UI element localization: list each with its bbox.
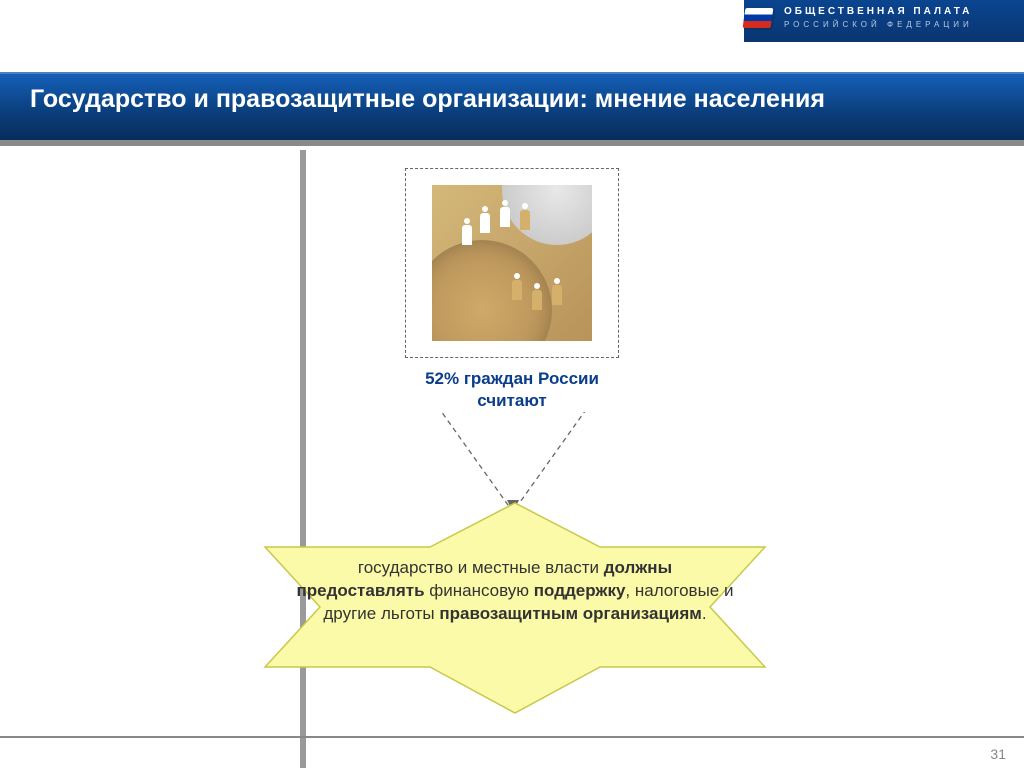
- stat-line1: 52% граждан России: [425, 369, 599, 388]
- branding-line2: РОССИЙСКОЙ ФЕДЕРАЦИИ: [784, 19, 1014, 30]
- flag-icon: [743, 8, 774, 28]
- branding-line1: ОБЩЕСТВЕННАЯ ПАЛАТА: [784, 5, 1014, 19]
- image-frame: [405, 168, 619, 358]
- stat-line2: считают: [477, 391, 547, 410]
- stat-caption: 52% граждан России считают: [405, 368, 619, 412]
- callout-star: государство и местные власти должны пред…: [170, 495, 860, 720]
- page-number: 31: [990, 746, 1006, 762]
- callout-text: государство и местные власти должны пред…: [295, 557, 735, 626]
- footer-divider: [0, 736, 1024, 738]
- branding-bar: ОБЩЕСТВЕННАЯ ПАЛАТА РОССИЙСКОЙ ФЕДЕРАЦИИ: [744, 0, 1024, 42]
- slide-title: Государство и правозащитные организации:…: [0, 74, 1024, 114]
- title-band: Государство и правозащитные организации:…: [0, 72, 1024, 146]
- gear-illustration: [432, 185, 592, 341]
